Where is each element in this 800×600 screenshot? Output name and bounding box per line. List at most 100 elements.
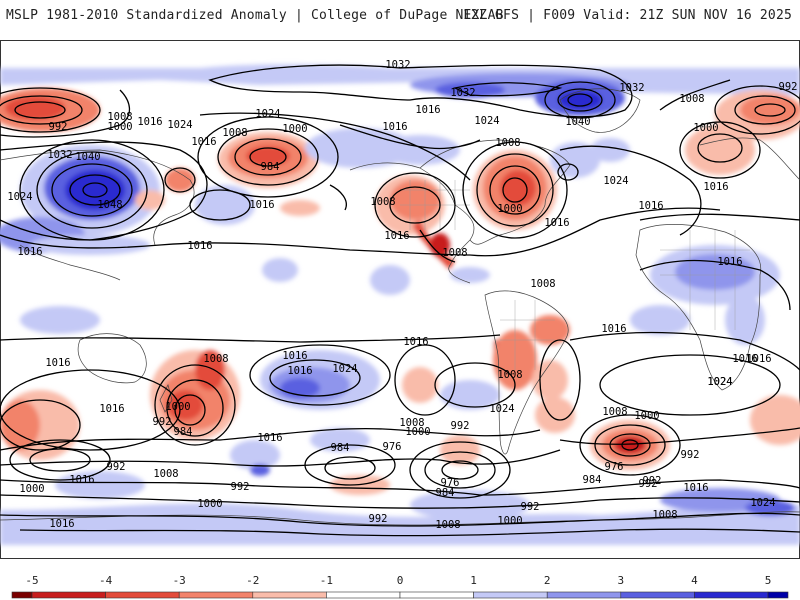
isobar-label-iso-1032-grl: 1032	[619, 82, 644, 94]
isobar-label-iso-1016-satl: 1016	[601, 323, 626, 335]
colorbar-tick-label: 0	[397, 574, 404, 587]
isobar-label-iso-1016-tas: 1016	[99, 403, 124, 415]
political-boundaries	[400, 180, 750, 370]
isobar-label-iso-1008-mex: 1008	[442, 247, 467, 259]
isobar-label-iso-1032-top: 1032	[385, 59, 410, 71]
colorbar-tick-label: 5	[765, 574, 772, 587]
isobar-label-iso-1032-asia: 1032	[47, 149, 72, 161]
isobar-label-iso-992-sw: 992	[107, 461, 126, 473]
isobar-label-iso-976-drake: 976	[441, 477, 460, 489]
isobar-label-iso-1016-bot: 1016	[49, 518, 74, 530]
isobar-label-iso-1016-ant: 1016	[683, 482, 708, 494]
isobar-label-iso-1008-eur: 1008	[679, 93, 704, 105]
isobar-label-iso-1008-sw: 1008	[153, 468, 178, 480]
colorbar-tick-label: -1	[320, 574, 333, 587]
isobar-label-iso-1016-nwpac: 1016	[191, 136, 216, 148]
isobar-label-iso-1000-sc: 1000	[197, 498, 222, 510]
colorbar-swatch	[694, 591, 769, 599]
isobar-label-iso-1008-nw: 1008	[107, 111, 132, 123]
isobar-label-iso-1008-bot2: 1008	[652, 509, 677, 521]
isobar-label-iso-1024-patag: 1024	[489, 403, 514, 415]
isobar-label-iso-1024-io: 1024	[707, 376, 732, 388]
isobar-label-iso-1008-npac: 1008	[222, 127, 247, 139]
colorbar-tick-label: -2	[246, 574, 259, 587]
isobar-label-iso-1008-satl2: 1008	[602, 406, 627, 418]
colorbar-tick-label: -5	[25, 574, 38, 587]
model-run-label: 12Z GFS | F009 Valid: 21Z SUN NOV 16 202…	[462, 8, 792, 23]
isobar-label-iso-1016-eatl: 1016	[638, 200, 663, 212]
isobar-label-iso-1024-npac: 1024	[255, 108, 280, 120]
isobar-label-iso-1040-grl: 1040	[565, 116, 590, 128]
isobar-label-iso-992-drake: 992	[521, 501, 540, 513]
isobar-label-iso-1000-sw: 1000	[19, 483, 44, 495]
isobar-label-iso-1016-pac-c: 1016	[187, 240, 212, 252]
isobar-label-iso-1024-asia-w: 1024	[7, 191, 32, 203]
isobar-label-iso-1016-safr: 1016	[732, 353, 757, 365]
isobar-label-iso-984-npac: 984	[261, 161, 280, 173]
map-title: MSLP 1981-2010 Standardized Anomaly | Co…	[6, 8, 504, 23]
colorbar-tick-label: 4	[691, 574, 698, 587]
isobar-label-iso-992-tas: 992	[153, 416, 172, 428]
isobar-label-iso-976-so: 976	[383, 441, 402, 453]
colorbar-swatch	[105, 591, 180, 599]
isobar-label-iso-1016-asia-w: 1016	[17, 246, 42, 258]
colorbar-swatch	[620, 591, 695, 599]
colorbar-tick-label: -3	[173, 574, 186, 587]
isobar-label-iso-1000-satl: 1000	[634, 410, 659, 422]
isobar-label-iso-1016-nw: 1016	[137, 116, 162, 128]
isobar-label-iso-984-tas: 984	[174, 426, 193, 438]
isobar-label-iso-992-sio2: 992	[643, 475, 662, 487]
isobar-label-iso-1016-aus: 1016	[282, 350, 307, 362]
isobar-label-iso-992-nw: 992	[49, 121, 68, 133]
isobar-label-iso-1024-atl: 1024	[603, 175, 628, 187]
isobar-label-iso-1008-sam: 1008	[497, 369, 522, 381]
isobar-label-iso-992-eur: 992	[779, 81, 798, 93]
isobar-label-iso-1016-pac: 1016	[249, 199, 274, 211]
isobar-label-iso-1016-spac: 1016	[403, 336, 428, 348]
isobar-label-iso-992-so: 992	[451, 420, 470, 432]
isobar-label-iso-1016-eur: 1016	[703, 181, 728, 193]
isobar-label-iso-976-sio: 976	[605, 461, 624, 473]
isobar-label-iso-1000-bot: 1000	[497, 515, 522, 527]
isobar-label-iso-1016-spac2: 1016	[257, 432, 282, 444]
colorbar-swatch	[399, 591, 474, 599]
isobar-label-iso-1000-nw: 1000	[107, 121, 132, 133]
isobar-label-iso-1024-can: 1024	[474, 115, 499, 127]
isobar-label-iso-1016-can: 1016	[415, 104, 440, 116]
isobar-label-iso-1000-npac: 1000	[282, 123, 307, 135]
colorbar-swatch	[326, 591, 401, 599]
colorbar-tick-label: 3	[617, 574, 624, 587]
isobar-label-iso-984-sio: 984	[583, 474, 602, 486]
isobar-label-iso-984-so: 984	[331, 442, 350, 454]
isobar-label-iso-1008-aus: 1008	[203, 353, 228, 365]
colorbar-swatch	[767, 591, 789, 599]
isobar-label-iso-1016-spac-c: 1016	[287, 365, 312, 377]
colorbar-swatch	[178, 591, 254, 599]
colorbar: -5 -4 -3 -2 -1 0 1 2 3 4 5	[11, 574, 789, 599]
isobar-label-iso-1008-rockies: 1008	[370, 196, 395, 208]
isobar-label-iso-1048-asia: 1048	[97, 199, 122, 211]
isobar-label-iso-1016-ak: 1016	[382, 121, 407, 133]
isobar-label-iso-992-sio: 992	[681, 449, 700, 461]
colorbar-tick-label: 1	[470, 574, 477, 587]
isobar-label-iso-1000-ne: 1000	[497, 203, 522, 215]
isobar-label-iso-1008-carib: 1008	[530, 278, 555, 290]
isobars	[0, 64, 800, 537]
colorbar-tick-label: -4	[99, 574, 113, 587]
isobar-label-iso-1040-asia: 1040	[75, 151, 100, 163]
isobar-label-iso-1016-sw2: 1016	[69, 474, 94, 486]
isobar-label-iso-1016-africa: 1016	[717, 256, 742, 268]
isobar-label-iso-1024-ant: 1024	[750, 497, 775, 509]
isobar-label-iso-1016-sio: 1016	[45, 357, 70, 369]
colorbar-tick-label: 2	[544, 574, 551, 587]
isobar-label-iso-1000-eur: 1000	[693, 122, 718, 134]
isobar-label-iso-1016-io: 1016	[746, 353, 771, 365]
isobar-label-iso-1032-arc: 1032	[450, 87, 475, 99]
isobar-label-iso-1024-safr: 1024	[707, 376, 732, 388]
isobar-label-iso-984-drake: 984	[436, 487, 455, 499]
colorbar-swatch	[252, 591, 327, 599]
map-frame	[0, 40, 800, 559]
isobar-label-iso-992-bot: 992	[369, 513, 388, 525]
